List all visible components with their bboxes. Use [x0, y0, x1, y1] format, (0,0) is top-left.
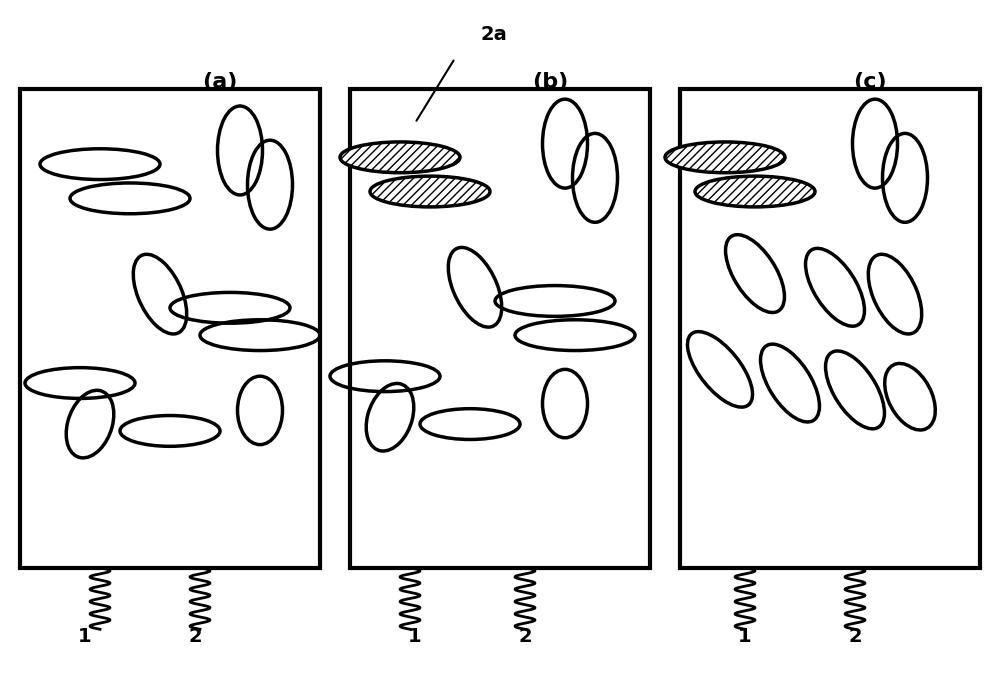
Text: (a): (a)	[202, 72, 238, 92]
Bar	[350, 89, 650, 568]
Ellipse shape	[665, 142, 785, 172]
Text: 1: 1	[78, 627, 92, 646]
Text: 2: 2	[848, 627, 862, 646]
Bar	[20, 89, 320, 568]
Ellipse shape	[340, 142, 460, 172]
Text: 1: 1	[738, 627, 752, 646]
Bar	[680, 89, 980, 568]
Ellipse shape	[370, 176, 490, 207]
Text: 2a: 2a	[480, 25, 507, 44]
Text: 2: 2	[518, 627, 532, 646]
Text: (b): (b)	[532, 72, 568, 92]
Text: 2: 2	[188, 627, 202, 646]
Text: (c): (c)	[853, 72, 887, 92]
Text: 1: 1	[408, 627, 422, 646]
Ellipse shape	[695, 176, 815, 207]
